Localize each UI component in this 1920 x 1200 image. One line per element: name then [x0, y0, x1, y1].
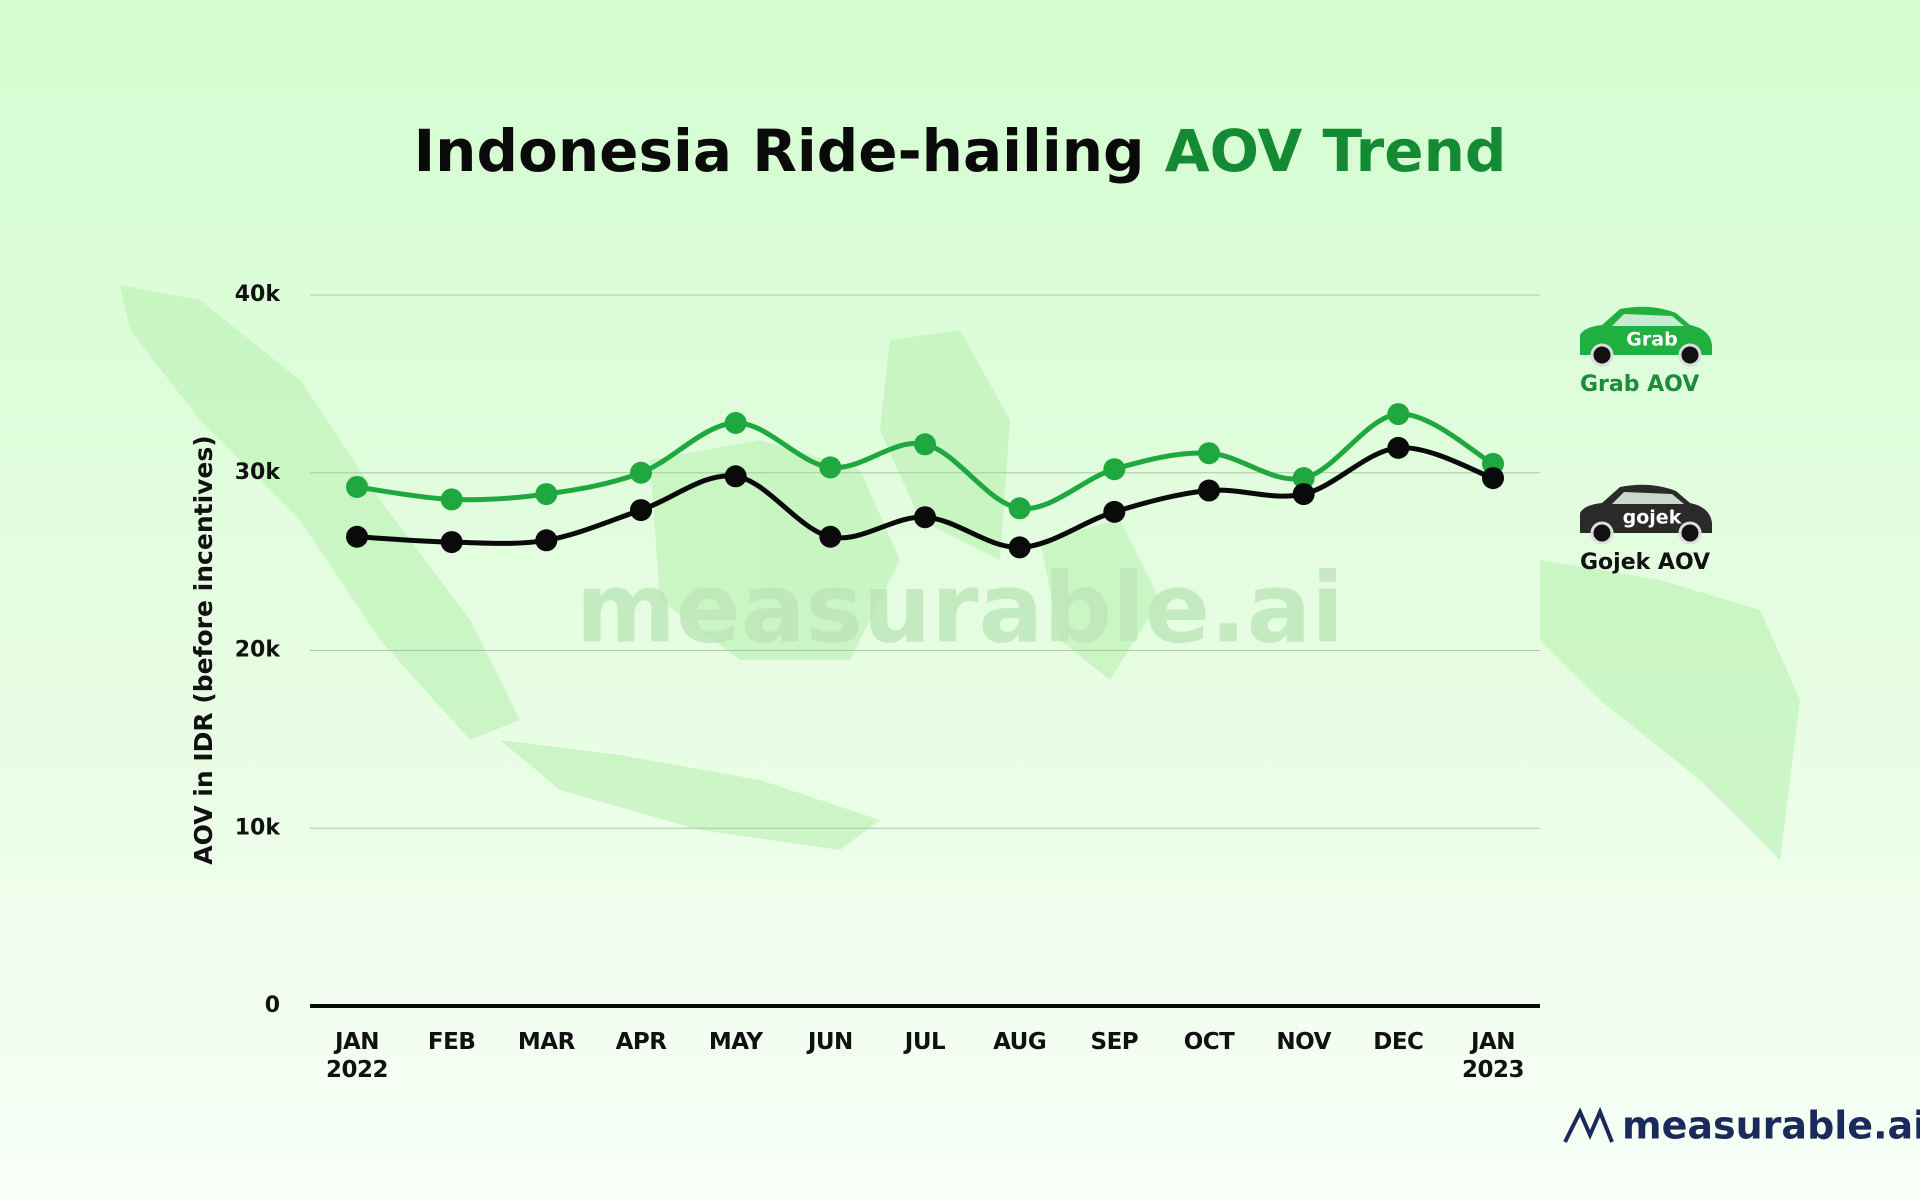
data-point [1292, 483, 1315, 506]
y-tick-label: 40k [235, 282, 282, 307]
data-point [1482, 467, 1504, 490]
data-point [1198, 442, 1220, 465]
legend-label: Gojek AOV [1580, 550, 1710, 575]
car-wheel [1678, 521, 1702, 545]
x-tick-label: JUL [904, 1029, 946, 1055]
data-point [1387, 436, 1410, 459]
x-tick-label: DEC [1373, 1029, 1424, 1055]
data-point [1387, 403, 1410, 426]
data-point [630, 499, 652, 522]
y-tick-label: 20k [235, 638, 282, 663]
car-body [1580, 484, 1712, 533]
car-body [1580, 306, 1712, 355]
data-point [1292, 467, 1315, 490]
data-point [914, 433, 936, 456]
data-point [346, 475, 368, 498]
car-wheel [1678, 343, 1702, 367]
data-point [724, 465, 747, 488]
car-window [1612, 314, 1684, 326]
data-point [440, 531, 463, 554]
legend-item: Grab Grab AOV [1580, 306, 1712, 397]
x-tick-label: JAN 2023 [1461, 1029, 1525, 1083]
data-point [630, 461, 652, 484]
chart-title: Indonesia Ride-hailing AOV Trend [414, 117, 1507, 185]
car-wheel [1590, 343, 1614, 367]
data-point [1103, 458, 1126, 481]
y-tick-label: 10k [235, 815, 282, 840]
data-point [819, 456, 842, 479]
car-wheel [1590, 521, 1614, 545]
data-point [724, 411, 747, 434]
legend-label: Grab AOV [1580, 372, 1699, 397]
x-tick-label: MAY [708, 1029, 763, 1055]
y-axis-label: AOV in IDR (before incentives) [189, 435, 218, 864]
y-tick-label: 30k [235, 460, 282, 485]
data-point [1008, 497, 1031, 520]
watermark: measurable.ai [576, 552, 1344, 664]
x-tick-label: FEB [427, 1029, 476, 1055]
data-point [1198, 479, 1220, 502]
x-tick-label: AUG [993, 1029, 1047, 1055]
data-point [819, 525, 842, 548]
data-point [535, 529, 558, 552]
brand-logo: measurable.ai [1563, 1104, 1920, 1148]
legend-item: gojek Gojek AOV [1580, 484, 1712, 575]
data-point [1103, 500, 1126, 523]
x-tick-label: JAN 2022 [325, 1029, 389, 1083]
car-badge: gojek [1623, 507, 1682, 529]
car-badge: Grab [1626, 329, 1677, 351]
data-point [1008, 536, 1031, 559]
x-tick-label: JUN [807, 1029, 853, 1055]
brand-icon [1563, 1106, 1614, 1143]
x-tick-label: SEP [1090, 1029, 1139, 1055]
x-tick-label: NOV [1276, 1029, 1331, 1055]
title-highlight: AOV Trend [1165, 117, 1507, 185]
data-point [914, 506, 936, 529]
brand-name: measurable.ai [1622, 1104, 1920, 1148]
y-tick-label: 0 [265, 993, 280, 1018]
x-tick-label: OCT [1183, 1029, 1235, 1055]
data-point [346, 525, 368, 548]
x-tick-label: MAR [517, 1029, 575, 1055]
data-point [440, 488, 463, 511]
x-tick-label: APR [615, 1029, 667, 1055]
title-main: Indonesia Ride-hailing [414, 117, 1145, 185]
map-backdrop [120, 285, 1800, 860]
data-point [535, 483, 558, 506]
car-window [1612, 492, 1684, 504]
